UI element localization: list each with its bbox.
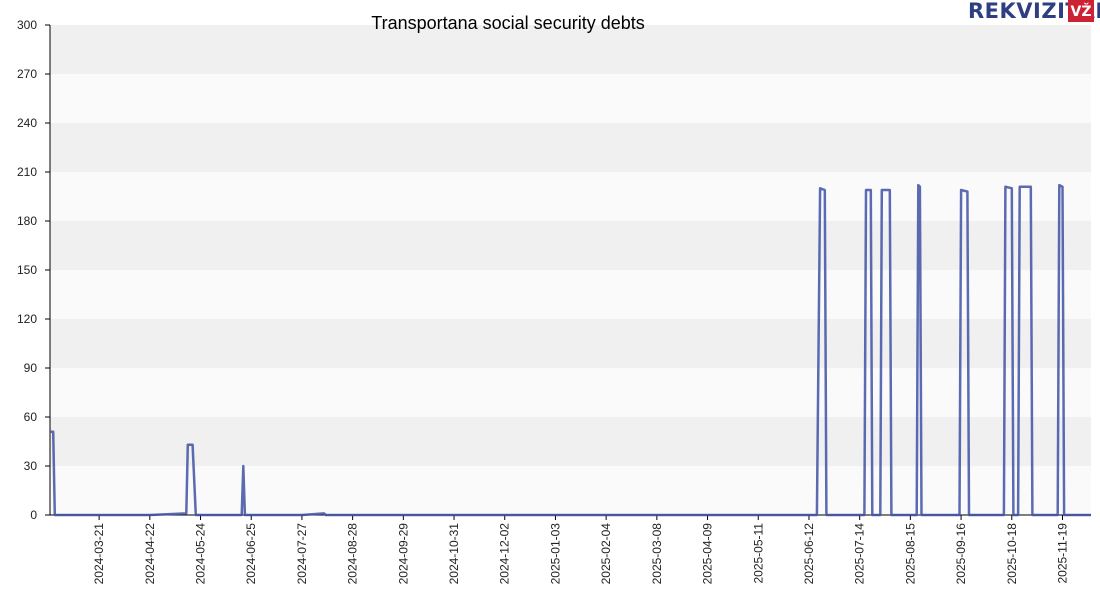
series-group [50,183,1091,517]
grid-band [50,221,1091,270]
rekvizitai-logo: REKVIZITAI VŽ [968,0,1100,23]
chart-title: Transportana social security debts [371,13,644,33]
y-tick-label: 0 [30,508,37,522]
x-tick-label: 2025-03-08 [650,523,664,585]
background-bands [50,25,1091,515]
logo-text: REKVIZITAI [968,0,1100,23]
y-axis-ticks: 0 30 60 90 120 150 180 210 240 270 300 [17,18,50,522]
x-tick-label: 2024-06-25 [244,523,258,585]
series-line [50,183,1091,517]
x-tick-label: 2025-04-09 [701,523,715,585]
y-tick-label: 90 [24,361,38,375]
x-tick-label: 2024-04-22 [143,523,157,585]
x-tick-label: 2025-05-11 [751,523,765,584]
x-tick-label: 2025-10-18 [1005,523,1019,585]
x-tick-label: 2024-10-31 [447,523,461,585]
x-axis-ticks: 2024-03-21 2024-04-22 2024-05-24 2024-06-25… [92,515,1069,584]
y-tick-label: 150 [17,263,37,277]
x-tick-label: 2024-03-21 [92,523,106,585]
grid-band [50,270,1091,319]
x-tick-label: 2025-09-16 [954,523,968,585]
y-tick-label: 30 [24,459,38,473]
x-tick-label: 2024-05-24 [194,523,208,585]
x-tick-label: 2025-02-04 [599,523,613,585]
x-tick-label: 2024-07-27 [295,523,309,585]
grid-band [50,417,1091,466]
grid-band [50,466,1091,515]
grid-band [50,368,1091,417]
y-tick-label: 60 [24,410,38,424]
y-tick-label: 300 [17,18,37,32]
y-tick-label: 240 [17,116,37,130]
x-tick-label: 2024-08-28 [346,523,360,585]
y-tick-label: 210 [17,165,37,179]
grid-band [50,25,1091,74]
y-tick-label: 180 [17,214,37,228]
grid-band [50,74,1091,123]
grid-band [50,172,1091,221]
x-tick-label: 2025-08-15 [903,523,917,585]
grid-band [50,123,1091,172]
logo-badge-text: VŽ [1071,3,1092,20]
y-tick-label: 120 [17,312,37,326]
x-tick-label: 2025-11-19 [1055,523,1069,584]
y-tick-label: 270 [17,67,37,81]
x-tick-label: 2025-01-03 [548,523,562,585]
logo-badge [1068,0,1094,22]
x-tick-label: 2025-06-12 [802,523,816,585]
x-tick-label: 2025-07-14 [853,523,867,585]
grid-band [50,319,1091,368]
x-tick-label: 2024-09-29 [396,523,410,585]
x-tick-label: 2024-12-02 [498,523,512,585]
